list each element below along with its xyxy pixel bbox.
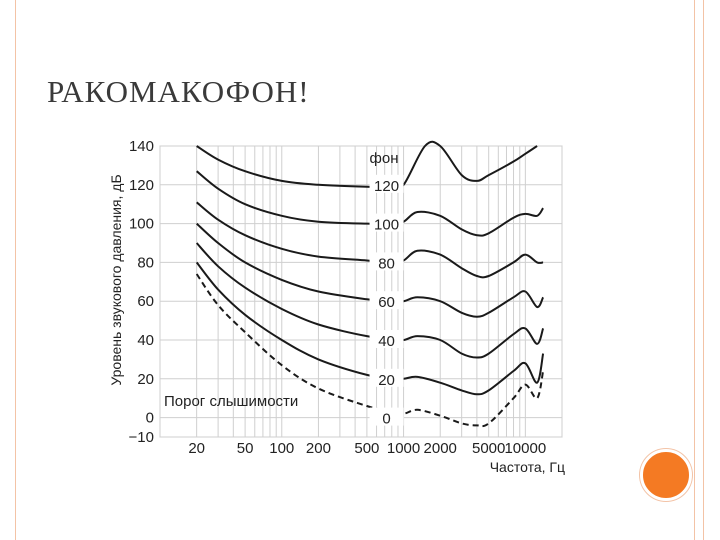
x-axis-title: Частота, Гц [490, 459, 565, 475]
curve-label-bg [369, 368, 404, 387]
accent-circle [640, 449, 692, 501]
x-tick-label: 200 [306, 440, 331, 457]
y-tick-label: 140 [129, 138, 154, 155]
x-tick-label: 100 [269, 440, 294, 457]
curve-label-80: 80 [378, 255, 395, 272]
loudness-curve-120 [196, 140, 538, 190]
chart-curves [195, 140, 545, 428]
y-tick-label: 20 [137, 371, 154, 388]
loudness-curve-20 [195, 261, 545, 396]
curve-label-40: 40 [378, 333, 395, 350]
frame-line-outer [694, 0, 695, 540]
y-tick-label: −10 [129, 429, 154, 446]
x-tick-label: 1000 [387, 440, 420, 457]
curve-label-60: 60 [378, 294, 395, 311]
y-tick-labels: 140 120 100 80 60 40 20 0 −10 [129, 138, 154, 446]
curve-label-bg [369, 330, 404, 348]
curve-label-bg [369, 252, 404, 271]
x-tick-label: 500 [354, 440, 379, 457]
x-tick-label: 50 [237, 440, 254, 457]
curve-label-bg [369, 407, 404, 426]
x-tick-labels: 20 50 100 200 500 1000 2000 5000 10000 [188, 440, 546, 457]
frame-line-inner [703, 0, 704, 540]
y-tick-label: 100 [129, 216, 154, 233]
curve-label-bg [369, 213, 404, 232]
legend-title: фон [370, 150, 399, 167]
y-tick-label: 40 [137, 332, 154, 349]
curve-label-0: 0 [382, 411, 390, 428]
curve-label-20: 20 [378, 372, 395, 389]
threshold-label: Порог слышимости [164, 393, 298, 410]
curve-label-bg [369, 291, 404, 310]
frame-line-left [15, 0, 16, 540]
x-tick-label: 10000 [504, 440, 546, 457]
y-tick-label: 0 [146, 410, 154, 427]
loudness-curve-40 [195, 242, 545, 359]
slide-title: РАКОМАКОФОН! [47, 74, 310, 109]
loudness-curve-0 [195, 273, 545, 428]
y-tick-label: 80 [137, 254, 154, 271]
chart-grid [159, 145, 563, 438]
y-axis-title: Уровень звукового давления, дБ [108, 174, 124, 385]
curve-label-bg [369, 174, 404, 193]
loudness-curve-60 [196, 222, 545, 318]
curve-labels: 120 100 80 60 40 20 0 [369, 174, 404, 428]
y-tick-label: 60 [137, 293, 154, 310]
curve-label-120: 120 [374, 178, 399, 195]
loudness-curve-100 [196, 170, 544, 237]
y-tick-label: 120 [129, 177, 154, 194]
curve-label-100: 100 [374, 217, 399, 234]
x-tick-label: 5000 [472, 440, 505, 457]
x-tick-label: 20 [188, 440, 205, 457]
loudness-curve-80 [196, 201, 544, 279]
x-tick-label: 2000 [424, 440, 457, 457]
